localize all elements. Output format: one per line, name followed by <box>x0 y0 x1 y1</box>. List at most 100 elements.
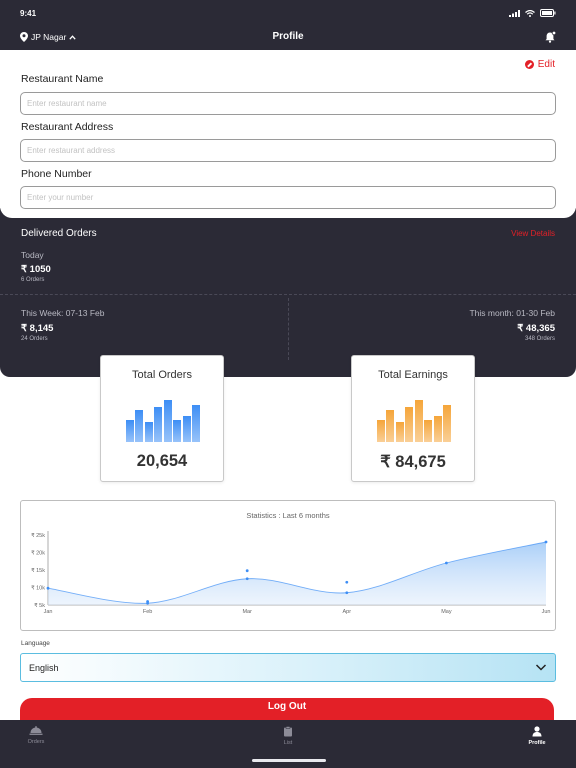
total-earnings-title: Total Earnings <box>378 369 448 381</box>
restaurant-address-label: Restaurant Address <box>21 121 114 133</box>
restaurant-name-input[interactable] <box>20 92 556 115</box>
statistics-plot: ₹ 5k ₹ 10k ₹ 15k ₹ 20k ₹ 25k Jan Feb Mar Apr May J… <box>31 531 551 615</box>
mini-bar <box>126 420 134 442</box>
data-point <box>345 591 349 595</box>
chart-title: Statistics : Last 6 months <box>246 511 330 520</box>
y-tick-label: ₹ 5k <box>34 602 45 609</box>
home-indicator <box>252 759 326 762</box>
edit-label: Edit <box>537 59 555 70</box>
bell-icon <box>545 30 557 43</box>
series-area <box>48 542 546 605</box>
location-selector[interactable]: JP Nagar <box>20 32 76 42</box>
tab-profile[interactable]: Profile <box>507 726 567 746</box>
data-point <box>544 540 548 544</box>
month-amount: ₹ 48,365 <box>517 323 555 334</box>
mini-bar <box>386 410 395 442</box>
notification-button[interactable] <box>545 30 557 48</box>
week-amount: ₹ 8,145 <box>21 323 54 334</box>
wifi-icon <box>525 9 535 17</box>
tab-list[interactable]: List <box>258 726 318 746</box>
x-tick-label: May <box>441 609 452 615</box>
edit-button[interactable]: Edit <box>524 59 555 70</box>
delivered-orders-title: Delivered Orders <box>21 228 97 239</box>
restaurant-address-input[interactable] <box>20 139 556 162</box>
logout-label: Log Out <box>267 701 307 712</box>
series-line <box>47 541 547 604</box>
x-tick-label: Apr <box>343 609 352 615</box>
today-orders: 6 Orders <box>21 277 45 283</box>
data-point <box>46 586 50 590</box>
mini-bar <box>144 422 153 442</box>
week-label: This Week: 07-13 Feb <box>21 308 105 318</box>
mini-bar <box>433 415 442 442</box>
mini-bar <box>424 420 433 442</box>
total-earnings-bar-icon <box>377 398 451 442</box>
tab-orders[interactable]: Orders <box>6 726 66 745</box>
mini-bar <box>192 405 200 442</box>
data-point <box>245 577 249 581</box>
y-tick-label: ₹ 15k <box>31 567 45 574</box>
battery-icon <box>540 9 556 17</box>
language-label: Language <box>21 640 50 647</box>
navbar: JP Nagar Profile <box>0 28 576 48</box>
phone-number-label: Phone Number <box>21 168 92 180</box>
language-select[interactable]: English <box>20 653 556 682</box>
phone-number-input[interactable] <box>20 186 556 209</box>
data-point <box>146 600 149 603</box>
total-orders-bar-icon <box>126 398 200 442</box>
total-orders-value: 20,654 <box>136 452 188 470</box>
total-orders-card[interactable]: Total Orders 20,654 <box>100 355 224 482</box>
x-tick-label: Jun <box>542 609 551 615</box>
tab-list-label: List <box>283 740 293 746</box>
statistics-chart: Statistics : Last 6 months ₹ 5k ₹ 10k ₹ 15… <box>20 500 556 631</box>
today-amount: ₹ 1050 <box>21 264 51 275</box>
restaurant-name-label: Restaurant Name <box>21 73 104 85</box>
x-tick-label: Jan <box>44 609 53 615</box>
page-title: Profile <box>272 31 304 42</box>
signal-icon <box>509 9 520 17</box>
divider <box>288 298 289 360</box>
tab-orders-label: Orders <box>27 739 45 745</box>
month-label: This month: 01-30 Feb <box>469 308 555 318</box>
mini-bar <box>443 405 451 442</box>
y-tick-label: ₹ 10k <box>31 585 45 592</box>
today-label: Today <box>21 250 44 260</box>
total-earnings-value: ₹ 84,675 <box>380 453 446 471</box>
total-earnings-card[interactable]: Total Earnings ₹ 84,675 <box>351 355 475 482</box>
cloche-icon <box>29 726 43 735</box>
data-point <box>245 569 249 573</box>
week-orders: 24 Orders <box>21 336 48 342</box>
language-value: English <box>29 663 59 673</box>
mini-bar <box>173 420 182 442</box>
tab-profile-label: Profile <box>528 740 546 746</box>
delivered-orders-panel: Delivered Orders View Details Today ₹ 10… <box>0 208 576 377</box>
chevron-up-icon <box>69 34 76 40</box>
edit-icon <box>524 60 534 69</box>
mini-bar <box>163 400 172 442</box>
location-label: JP Nagar <box>31 32 67 42</box>
mini-bar <box>414 400 423 442</box>
mini-bar <box>135 410 144 442</box>
mini-bar <box>405 406 414 442</box>
divider <box>0 294 576 295</box>
y-tick-label: ₹ 25k <box>31 532 45 539</box>
total-orders-title: Total Orders <box>132 369 192 381</box>
location-pin-icon <box>20 32 28 42</box>
data-point <box>345 580 349 584</box>
chevron-down-icon <box>535 664 547 671</box>
data-point <box>445 561 448 565</box>
person-icon <box>532 726 542 737</box>
month-orders: 348 Orders <box>524 336 555 342</box>
mini-bar <box>377 420 385 442</box>
clipboard-icon <box>284 726 292 737</box>
mini-bar <box>395 422 404 442</box>
tab-bar: Orders List Profile <box>0 720 576 768</box>
status-bar: 9:41 <box>20 9 556 21</box>
view-details-link[interactable]: View Details <box>511 229 555 238</box>
profile-form: Edit Restaurant Name Restaurant Address … <box>0 50 576 218</box>
mini-bar <box>182 415 191 442</box>
y-tick-label: ₹ 20k <box>31 550 45 557</box>
x-tick-label: Mar <box>242 609 252 615</box>
mini-bar <box>154 406 163 442</box>
x-tick-label: Feb <box>143 609 152 615</box>
